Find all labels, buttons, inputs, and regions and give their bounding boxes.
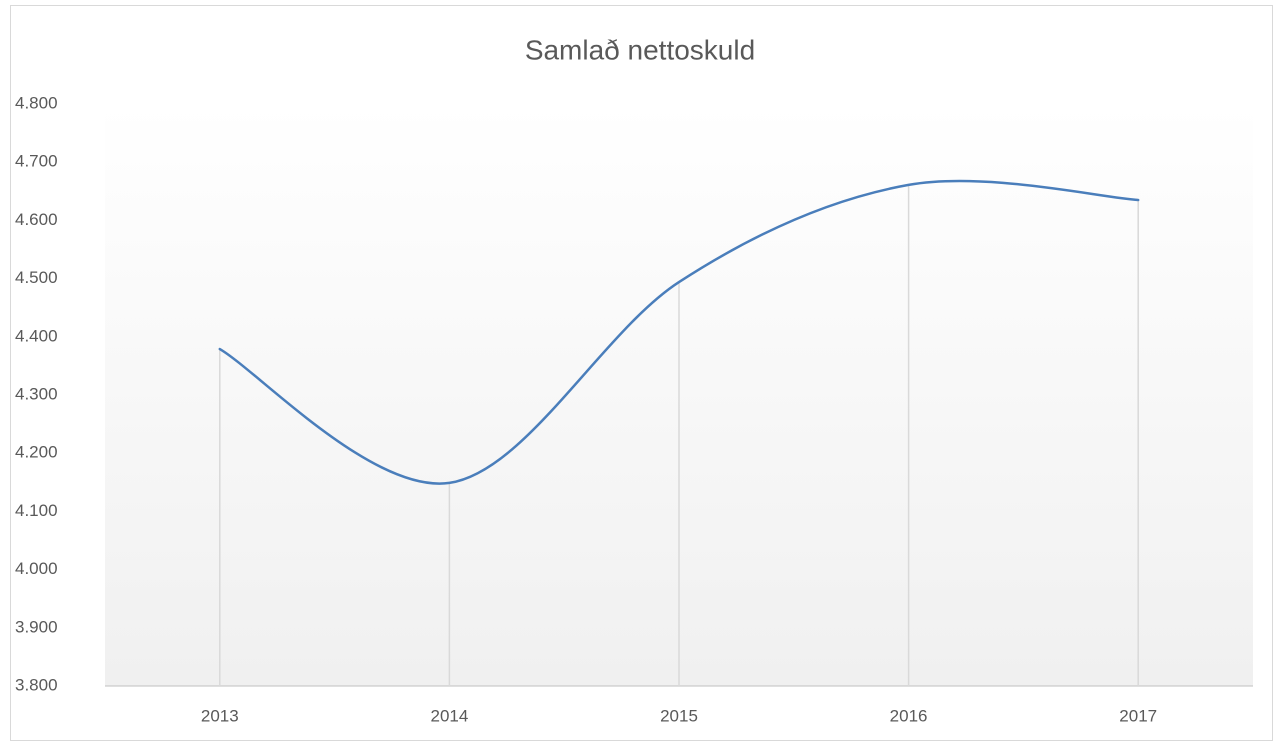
- y-tick-label: 3.800: [15, 675, 58, 694]
- y-tick-label: 4.400: [15, 326, 58, 345]
- y-tick-label: 3.900: [15, 617, 58, 636]
- y-tick-label: 4.700: [15, 152, 58, 171]
- x-tick-label: 2014: [430, 706, 468, 725]
- line-series: [218, 179, 1140, 485]
- chart-title: Samlað nettoskuld: [525, 34, 755, 65]
- y-tick-label: 4.300: [15, 384, 58, 403]
- x-tick-label: 2015: [660, 706, 698, 725]
- x-tick-label: 2017: [1119, 706, 1157, 725]
- x-tick-label: 2016: [890, 706, 928, 725]
- y-tick-label: 4.500: [15, 268, 58, 287]
- y-tick-label: 4.200: [15, 443, 58, 462]
- y-tick-label: 4.000: [15, 559, 58, 578]
- x-tick-label: 2013: [201, 706, 239, 725]
- y-tick-label: 4.600: [15, 210, 58, 229]
- y-tick-label: 4.800: [15, 93, 58, 112]
- y-tick-label: 4.100: [15, 501, 58, 520]
